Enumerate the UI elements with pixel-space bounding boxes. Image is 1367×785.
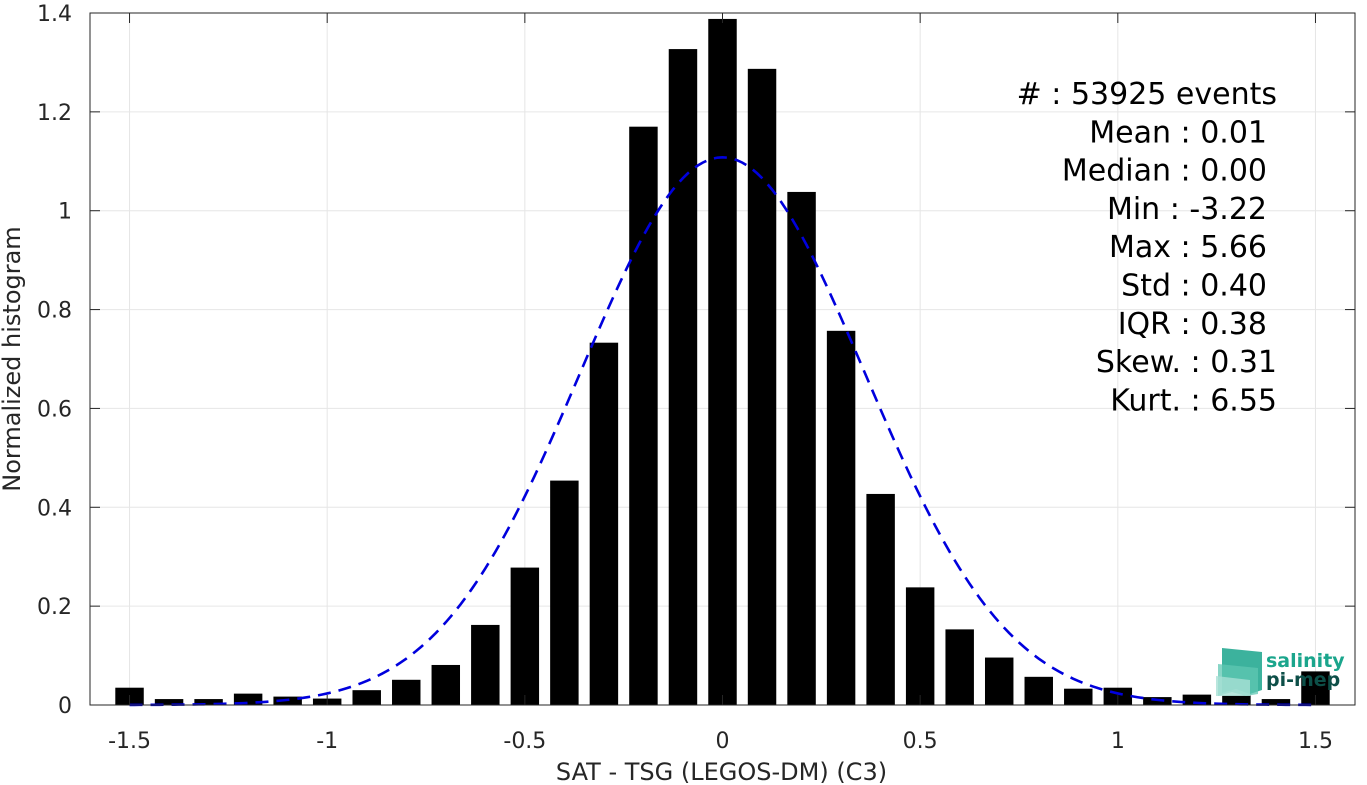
histogram-bar <box>1182 694 1212 705</box>
histogram-bar <box>866 493 895 705</box>
logo-text-salinity: salinity <box>1266 650 1345 672</box>
y-axis-title: Normalized histogram <box>0 226 26 491</box>
x-axis-title: SAT - TSG (LEGOS-DM) (C3) <box>556 758 887 785</box>
y-tick-labels: 0 0.2 0.4 0.6 0.8 1 1.2 1.4 <box>37 2 72 719</box>
histogram-bar <box>905 587 935 705</box>
y-tick-label: 0.2 <box>37 595 72 620</box>
histogram-bar <box>392 679 421 705</box>
logo-mark <box>1216 648 1262 696</box>
stat-line: Median : 0.00 <box>1062 154 1267 189</box>
x-tick-label: 0 <box>716 729 730 754</box>
stat-line: Kurt. : 6.55 <box>1110 383 1277 418</box>
x-tick-label: -1.5 <box>108 729 151 754</box>
stat-line: Max : 5.66 <box>1109 230 1267 265</box>
y-tick-label: 0.8 <box>37 299 72 324</box>
y-tick-label: 0.4 <box>37 496 72 521</box>
histogram-bar <box>1024 676 1053 705</box>
logo-text-pi-mep: pi-mep <box>1266 669 1340 691</box>
y-tick-label: 1.2 <box>37 101 72 126</box>
histogram-bar <box>629 126 658 705</box>
histogram-bar <box>1222 695 1251 705</box>
x-tick-label: -1 <box>316 729 338 754</box>
histogram-bar <box>510 567 540 705</box>
histogram-bar <box>194 699 223 705</box>
histogram-bar <box>233 693 263 705</box>
y-tick-label: 0.6 <box>37 397 72 422</box>
stat-line: IQR : 0.38 <box>1118 307 1267 342</box>
salinity-pi-mep-logo: salinity pi-mep <box>1216 648 1345 696</box>
y-tick-label: 0 <box>58 694 72 719</box>
stat-line: Mean : 0.01 <box>1089 115 1267 150</box>
x-tick-label: 1.5 <box>1298 729 1333 754</box>
y-tick-label: 1 <box>58 200 72 225</box>
histogram-bar <box>747 68 777 705</box>
x-tick-label: 0.5 <box>903 729 938 754</box>
histogram-bar <box>471 624 500 705</box>
histogram-bar <box>984 657 1014 705</box>
stat-line: Skew. : 0.31 <box>1096 345 1277 380</box>
histogram-bar <box>550 480 579 705</box>
histogram-bar <box>1261 699 1291 705</box>
histogram-bar <box>431 664 461 705</box>
histogram-bar <box>668 49 698 705</box>
axis-ticks <box>90 12 1355 706</box>
histogram-bar <box>352 690 381 705</box>
x-tick-label: -0.5 <box>503 729 546 754</box>
histogram-bar <box>945 629 974 705</box>
gaussian-fit-curve <box>129 156 1316 707</box>
y-tick-label: 1.4 <box>37 2 72 27</box>
histogram-bar <box>787 191 816 706</box>
stat-line: Min : -3.22 <box>1107 192 1267 227</box>
histogram-bar <box>1064 688 1093 705</box>
histogram-bar <box>826 330 856 705</box>
histogram-bar <box>708 18 737 705</box>
histogram-bar <box>154 699 184 705</box>
histogram-bar <box>589 342 619 705</box>
stat-line: Std : 0.40 <box>1121 269 1267 304</box>
x-tick-label: 1 <box>1111 729 1125 754</box>
x-tick-labels: -1.5 -1 -0.5 0 0.5 1 1.5 <box>108 729 1333 754</box>
stat-line: # : 53925 events <box>1017 77 1277 112</box>
